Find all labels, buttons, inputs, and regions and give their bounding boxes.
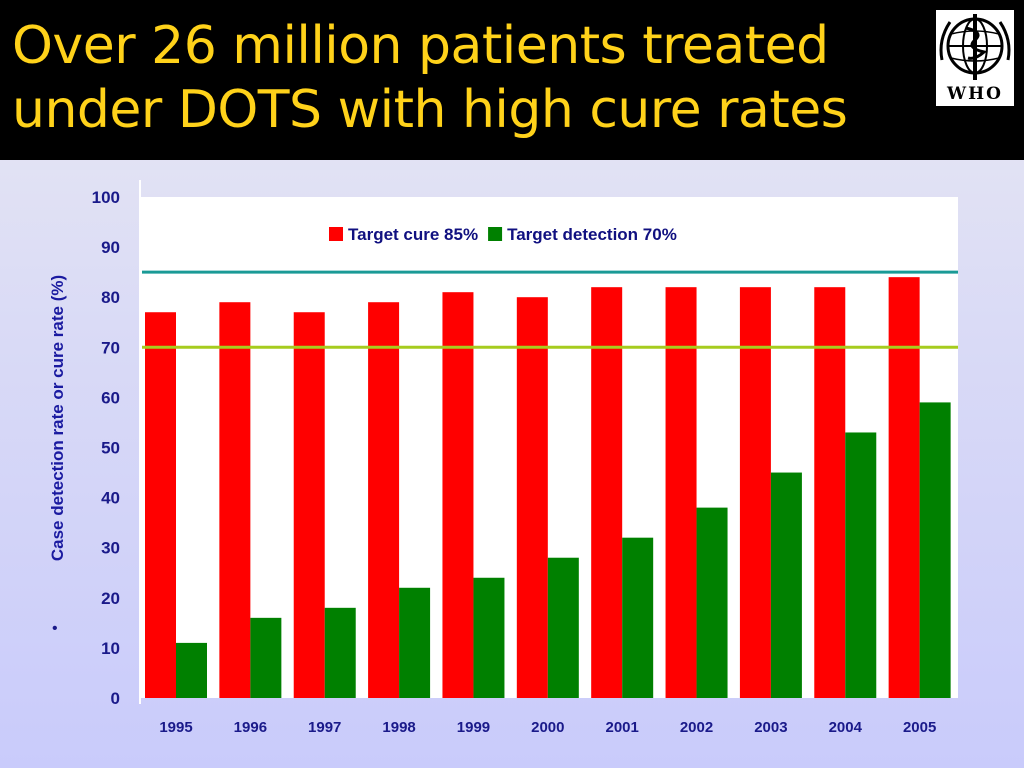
bar-cure-2004 [814, 287, 846, 698]
bar-cure-2005 [888, 277, 920, 698]
bar-detection-2005 [919, 402, 951, 698]
x-tick-label: 2003 [754, 719, 787, 736]
bar-cure-2001 [591, 287, 623, 698]
bullet-point: • [52, 620, 58, 637]
legend-label-cure: Target cure 85% [348, 225, 478, 244]
y-tick-label: 70 [101, 338, 120, 357]
y-tick-label: 20 [101, 589, 120, 608]
bar-detection-2000 [547, 557, 579, 698]
x-tick-label: 1998 [382, 719, 415, 736]
bar-detection-1999 [473, 577, 505, 698]
bar-cure-1995 [145, 312, 176, 698]
x-tick-label: 2001 [605, 719, 638, 736]
y-tick-label: 60 [101, 388, 120, 407]
y-axis-title: Case detection rate or cure rate (%) [48, 275, 67, 561]
title-bar: Over 26 million patients treated under D… [0, 0, 1024, 160]
y-tick-label: 10 [101, 639, 120, 658]
title-line-2: under DOTS with high cure rates [12, 80, 848, 140]
bar-cure-2003 [739, 287, 771, 698]
bar-cure-1999 [442, 292, 474, 698]
bar-detection-1997 [324, 607, 356, 698]
x-tick-label: 2005 [903, 719, 936, 736]
legend-swatch-detection [488, 227, 503, 241]
bar-cure-1996 [219, 302, 251, 698]
x-tick-label: 1996 [234, 719, 267, 736]
y-tick-label: 40 [101, 489, 120, 508]
chart: 0 10 20 30 40 50 60 70 80 90 100 Case detection rat… [48, 180, 958, 736]
legend-label-detection: Target detection 70% [507, 225, 677, 244]
bar-cure-1997 [293, 312, 325, 698]
bar-detection-1996 [250, 617, 282, 698]
y-tick-label: 100 [92, 188, 120, 207]
x-tick-label: 2000 [531, 719, 564, 736]
title-line-1: Over 26 million patients treated [12, 16, 829, 76]
bar-cure-2002 [665, 287, 697, 698]
x-tick-label: 1997 [308, 719, 341, 736]
y-tick-label: 30 [101, 539, 120, 558]
bar-detection-1998 [399, 587, 431, 698]
y-tick-label: 80 [101, 288, 120, 307]
bar-cure-2000 [516, 297, 548, 698]
bar-detection-2004 [845, 432, 877, 698]
bar-detection-1995 [176, 642, 207, 698]
slide-title: Over 26 million patients treated under D… [12, 14, 922, 142]
logo-text: WHO [947, 84, 1003, 104]
x-tick-label: 2002 [680, 719, 713, 736]
bar-cure-1998 [368, 302, 400, 698]
y-tick-label: 50 [101, 439, 120, 458]
x-tick-label: 1999 [457, 719, 490, 736]
x-tick-label: 1995 [159, 719, 192, 736]
who-logo: WHO [936, 10, 1014, 106]
x-tick-label: 2004 [829, 719, 863, 736]
bar-detection-2003 [770, 472, 802, 698]
y-tick-label: 0 [111, 689, 120, 708]
legend-swatch-cure [329, 227, 343, 241]
bar-detection-2001 [622, 537, 654, 698]
y-tick-label: 90 [101, 238, 120, 257]
bar-detection-2002 [696, 507, 728, 698]
who-emblem-icon [939, 14, 1011, 80]
